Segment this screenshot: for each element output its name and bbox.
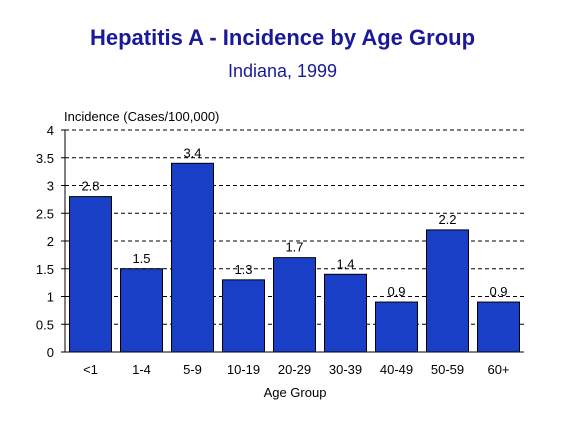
y-axis-label: Incidence (Cases/100,000) — [64, 109, 219, 124]
data-label: 1.3 — [234, 262, 252, 277]
y-tick-label: 2.5 — [36, 206, 54, 221]
y-tick-label: 2 — [47, 234, 54, 249]
axes: 0 0.5 1 1.5 2 2.5 3 3.5 4 <1 1-4 5-9 10-19 20-29 30-39… — [36, 123, 524, 377]
bar — [477, 301, 520, 353]
chart-title: Hepatitis A - Incidence by Age Group — [89, 25, 476, 50]
bar — [120, 268, 163, 353]
x-tick-label: 50-59 — [431, 362, 464, 377]
bar — [324, 273, 367, 353]
y-tick-label: 0 — [47, 345, 54, 360]
bar — [426, 229, 469, 353]
bar — [375, 301, 418, 353]
data-label: 2.8 — [81, 179, 99, 194]
bar — [222, 279, 265, 353]
x-tick-label: 5-9 — [183, 362, 202, 377]
y-tick-label: 3 — [47, 179, 54, 194]
x-tick-label: 10-19 — [227, 362, 260, 377]
y-tick-label: 1 — [47, 290, 54, 305]
x-tick-label: 30-39 — [329, 362, 362, 377]
x-tick-label: 1-4 — [132, 362, 151, 377]
x-tick-label: 20-29 — [278, 362, 311, 377]
y-tick-label: 4 — [47, 123, 54, 138]
x-tick-label: 60+ — [487, 362, 509, 377]
data-label: 2.2 — [438, 212, 456, 227]
x-tick-label: <1 — [83, 362, 98, 377]
y-tick-label: 1.5 — [36, 262, 54, 277]
data-label: 1.5 — [132, 251, 150, 266]
data-label: 1.4 — [336, 256, 354, 271]
chart-subtitle: Indiana, 1999 — [227, 61, 338, 81]
data-label: 0.9 — [387, 284, 405, 299]
y-tick-label: 3.5 — [36, 151, 54, 166]
bar — [69, 196, 112, 353]
data-label: 3.4 — [183, 145, 201, 160]
data-label: 1.7 — [285, 240, 303, 255]
x-axis-label: Age Group — [264, 385, 327, 400]
bar — [273, 257, 316, 353]
x-tick-label: 40-49 — [380, 362, 413, 377]
data-label: 0.9 — [489, 284, 507, 299]
bars: 2.8 1.5 3.4 1.3 1.7 1.4 0.9 2.2 0.9 — [69, 145, 520, 353]
y-tick-label: 0.5 — [36, 317, 54, 332]
bar — [171, 162, 214, 353]
